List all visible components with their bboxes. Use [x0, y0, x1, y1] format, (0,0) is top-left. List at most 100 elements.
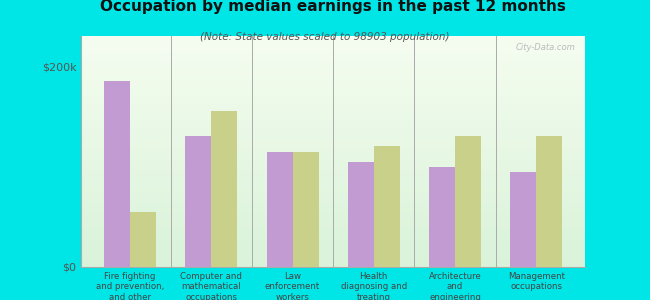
Bar: [81, 228, 585, 230]
Bar: [81, 110, 585, 112]
Bar: [81, 89, 585, 92]
Bar: [81, 242, 585, 244]
Bar: [81, 212, 585, 214]
Bar: [81, 205, 585, 207]
Bar: [211, 111, 237, 267]
Bar: [81, 230, 585, 232]
Bar: [81, 135, 585, 138]
Bar: [81, 200, 585, 202]
Bar: [81, 207, 585, 209]
Bar: [81, 225, 585, 228]
Bar: [81, 115, 585, 117]
Bar: [81, 202, 585, 205]
Bar: [81, 57, 585, 59]
Bar: [81, 73, 585, 75]
Bar: [81, 239, 585, 242]
Bar: [81, 122, 585, 124]
Bar: [81, 182, 585, 184]
Bar: [81, 78, 585, 80]
Bar: [130, 212, 156, 267]
Bar: [81, 237, 585, 239]
Bar: [81, 96, 585, 98]
Bar: [81, 64, 585, 66]
Bar: [81, 40, 585, 43]
Bar: [81, 82, 585, 85]
Bar: [81, 94, 585, 96]
Bar: [81, 68, 585, 70]
Bar: [81, 149, 585, 152]
Bar: [81, 216, 585, 218]
Bar: [81, 119, 585, 122]
Bar: [81, 161, 585, 163]
Bar: [104, 81, 130, 267]
Bar: [81, 43, 585, 45]
Bar: [81, 177, 585, 179]
Bar: [81, 75, 585, 78]
Bar: [81, 38, 585, 40]
Bar: [81, 221, 585, 223]
Bar: [81, 105, 585, 108]
Bar: [81, 223, 585, 225]
Bar: [81, 50, 585, 52]
Bar: [81, 66, 585, 68]
Bar: [81, 258, 585, 260]
Bar: [81, 218, 585, 221]
Bar: [81, 179, 585, 182]
Bar: [81, 101, 585, 103]
Bar: [81, 235, 585, 237]
Bar: [81, 154, 585, 156]
Bar: [536, 136, 562, 267]
Bar: [292, 152, 318, 267]
Bar: [81, 152, 585, 154]
Bar: [81, 209, 585, 211]
Bar: [81, 140, 585, 142]
Bar: [81, 80, 585, 82]
Bar: [81, 158, 585, 161]
Bar: [81, 265, 585, 267]
Bar: [81, 188, 585, 191]
Bar: [81, 59, 585, 61]
Bar: [81, 186, 585, 188]
Bar: [81, 117, 585, 119]
Bar: [348, 161, 374, 267]
Bar: [81, 85, 585, 87]
Bar: [81, 172, 585, 175]
Bar: [510, 172, 536, 267]
Bar: [81, 165, 585, 168]
Bar: [81, 36, 585, 38]
Bar: [81, 55, 585, 57]
Bar: [81, 133, 585, 135]
Bar: [81, 124, 585, 126]
Bar: [81, 193, 585, 195]
Bar: [81, 251, 585, 253]
Bar: [81, 61, 585, 64]
Bar: [81, 168, 585, 170]
Bar: [81, 45, 585, 47]
Bar: [81, 147, 585, 149]
Bar: [185, 136, 211, 267]
Bar: [81, 175, 585, 177]
Bar: [81, 112, 585, 115]
Bar: [81, 253, 585, 256]
Bar: [81, 108, 585, 110]
Bar: [81, 262, 585, 265]
Title: Occupation by median earnings in the past 12 months: Occupation by median earnings in the pas…: [100, 0, 566, 14]
Bar: [81, 232, 585, 235]
Bar: [81, 248, 585, 251]
Bar: [266, 152, 292, 267]
Bar: [81, 195, 585, 198]
Bar: [81, 214, 585, 216]
Bar: [81, 184, 585, 186]
Bar: [81, 246, 585, 248]
Bar: [81, 126, 585, 128]
Bar: [81, 260, 585, 262]
Bar: [81, 156, 585, 158]
Bar: [81, 170, 585, 172]
Bar: [81, 191, 585, 193]
Bar: [81, 128, 585, 131]
Bar: [81, 198, 585, 200]
Bar: [429, 167, 455, 267]
Bar: [81, 103, 585, 105]
Text: (Note: State values scaled to 98903 population): (Note: State values scaled to 98903 popu…: [200, 32, 450, 41]
Bar: [81, 138, 585, 140]
